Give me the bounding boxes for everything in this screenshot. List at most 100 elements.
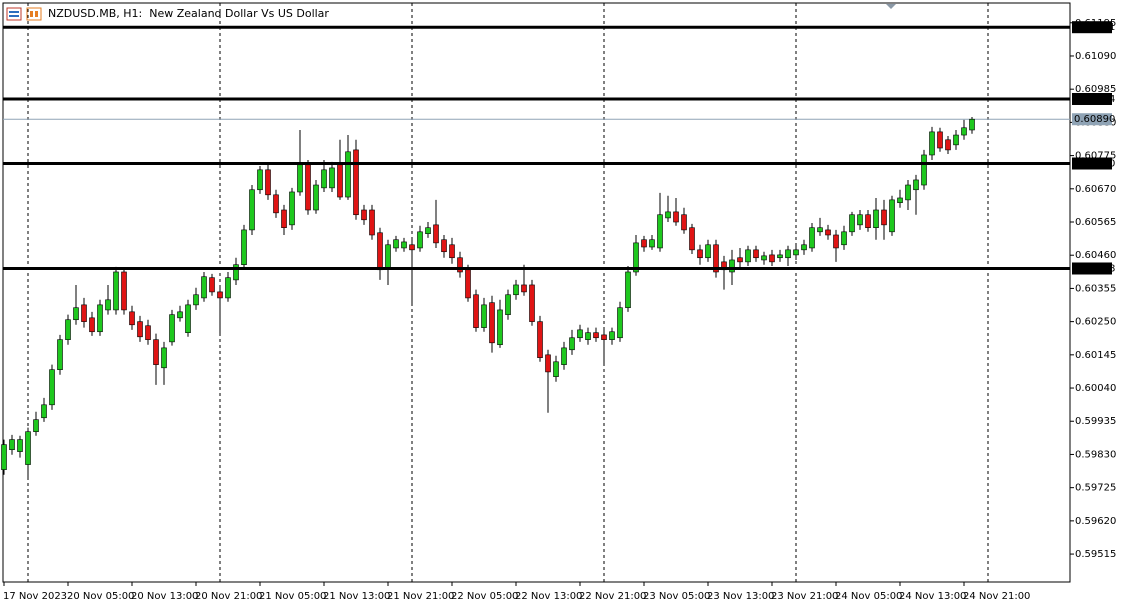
candle-body: [425, 227, 431, 235]
candle-body: [633, 242, 639, 273]
x-tick-label: 22 Nov 21:00: [579, 591, 646, 602]
bid-label: 0.60890: [1074, 114, 1115, 125]
price-label-box: [1072, 157, 1112, 170]
candle-body: [9, 439, 15, 451]
candle-body: [409, 244, 415, 251]
candle-body: [433, 224, 439, 244]
candle-body: [569, 337, 575, 351]
y-tick-label: 0.60145: [1075, 350, 1116, 361]
y-tick-label: 0.59515: [1075, 549, 1116, 560]
candle-body: [857, 214, 863, 226]
candle-body: [361, 209, 367, 221]
candle-body: [689, 227, 695, 251]
candle-body: [841, 231, 847, 246]
candle-body: [1, 444, 7, 470]
candle-body: [561, 347, 567, 365]
candle-body: [921, 154, 927, 186]
candle-body: [377, 232, 383, 271]
symbol-icons: [6, 7, 42, 21]
y-tick-label: 0.60670: [1075, 184, 1116, 195]
candle-body: [113, 271, 119, 311]
candle-body: [865, 214, 871, 228]
x-tick-label: 24 Nov 05:00: [835, 591, 902, 602]
candle-body: [481, 304, 487, 328]
candle-body: [17, 439, 23, 452]
candle-body: [233, 264, 239, 281]
price-label: 0.60418: [1074, 263, 1115, 274]
x-tick-label: 20 Nov 05:00: [67, 591, 134, 602]
candle-body: [121, 271, 127, 311]
candle-body: [585, 332, 591, 340]
candle-body: [593, 332, 599, 339]
y-tick-label: 0.59935: [1075, 416, 1116, 427]
candle-body: [193, 294, 199, 306]
candle-body: [145, 325, 151, 340]
candle-body: [353, 149, 359, 216]
candle-body: [849, 214, 855, 233]
x-tick-label: 24 Nov 13:00: [899, 591, 966, 602]
x-tick-label: 17 Nov 2023: [3, 591, 67, 602]
candle-body: [905, 184, 911, 201]
candle-body: [953, 134, 959, 146]
y-tick-label: 0.60985: [1075, 84, 1116, 95]
candle-body: [249, 189, 255, 231]
candle-body: [89, 317, 95, 333]
candle-body: [345, 151, 351, 198]
candle-body: [609, 331, 615, 340]
candle-body: [297, 164, 303, 193]
x-tick-label: 21 Nov 21:00: [387, 591, 454, 602]
price-label-box: [1072, 262, 1112, 275]
candle-body: [601, 334, 607, 340]
candle-body: [169, 314, 175, 343]
price-label: 0.60750: [1074, 159, 1115, 170]
candle-body: [833, 234, 839, 249]
candle-body: [705, 244, 711, 259]
candle-body: [129, 311, 135, 326]
candle-body: [889, 199, 895, 233]
candle-body: [137, 321, 143, 338]
candle-body: [617, 307, 623, 339]
candle-body: [209, 277, 215, 293]
candle-body: [329, 167, 335, 189]
y-tick-label: 0.60775: [1075, 151, 1116, 162]
candle-body: [449, 244, 455, 259]
candle-body: [785, 249, 791, 259]
candle-body: [825, 229, 831, 236]
bid-label-box: [1072, 113, 1112, 126]
price-label: 0.61181: [1074, 22, 1115, 33]
candle-body: [673, 211, 679, 223]
candle-body: [49, 369, 55, 406]
candle-body: [321, 169, 327, 189]
candle-body: [505, 294, 511, 315]
candle-body: [41, 404, 47, 419]
candle-body: [577, 329, 583, 339]
candle-body: [769, 254, 775, 263]
y-tick-label: 0.60565: [1075, 217, 1116, 228]
candle-body: [393, 239, 399, 249]
candle-body: [417, 231, 423, 249]
candle-body: [537, 321, 543, 358]
price-label-box: [1072, 92, 1112, 105]
y-tick-label: 0.60460: [1075, 250, 1116, 261]
price-label-box: [1072, 21, 1112, 34]
candle-body: [761, 255, 767, 261]
candle-body: [161, 347, 167, 369]
y-tick-label: 0.59830: [1075, 449, 1116, 460]
candle-body: [745, 249, 751, 263]
candle-body: [65, 319, 71, 340]
candle-body: [153, 339, 159, 365]
candle-body: [737, 257, 743, 263]
candle-body: [81, 304, 87, 322]
candle-body: [217, 291, 223, 299]
x-tick-label: 23 Nov 05:00: [643, 591, 710, 602]
candle-body: [649, 239, 655, 248]
icon: [9, 15, 19, 17]
candle-body: [793, 249, 799, 256]
candle-body: [881, 209, 887, 226]
candle-body: [553, 361, 559, 377]
candle-body: [665, 211, 671, 219]
candle-body: [337, 164, 343, 198]
candle-body: [305, 164, 311, 211]
candle-body: [185, 304, 191, 333]
